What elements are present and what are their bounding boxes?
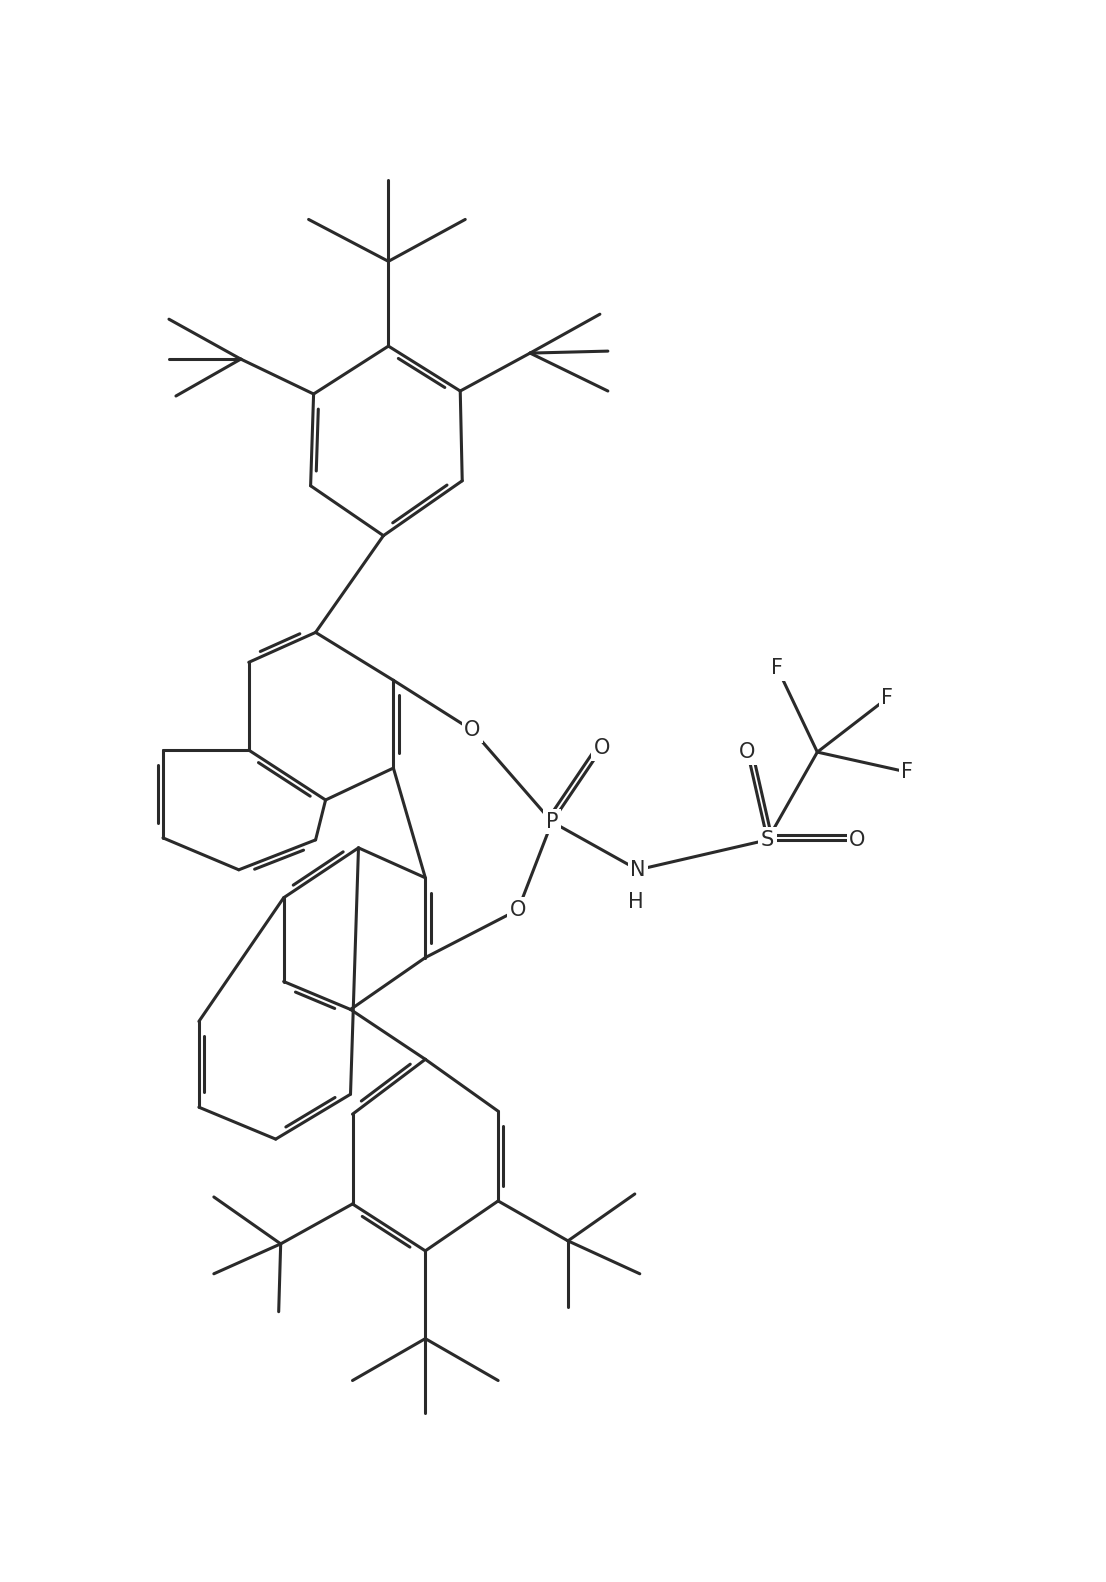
Text: O: O xyxy=(510,900,526,919)
Text: H: H xyxy=(628,892,644,911)
Text: P: P xyxy=(545,812,559,832)
Text: F: F xyxy=(901,763,914,782)
Text: N: N xyxy=(630,859,646,880)
Text: S: S xyxy=(761,831,774,850)
Text: O: O xyxy=(465,720,480,740)
Text: O: O xyxy=(849,831,865,850)
Text: O: O xyxy=(739,742,755,763)
Text: F: F xyxy=(771,658,783,679)
Text: F: F xyxy=(881,688,894,709)
Text: O: O xyxy=(594,739,611,758)
